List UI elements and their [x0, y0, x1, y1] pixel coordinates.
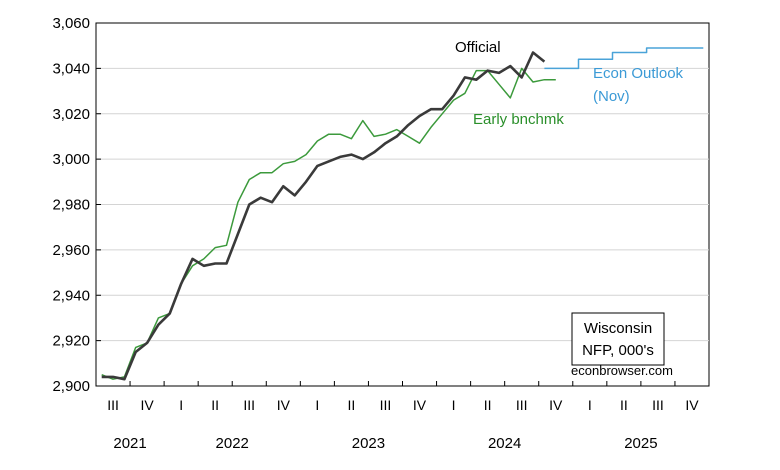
x-tick-label: III — [380, 397, 392, 413]
x-tick-label: III — [107, 397, 119, 413]
series-line-official — [101, 51, 546, 381]
y-tick-label: 2,900 — [52, 378, 90, 395]
y-tick-label: 2,960 — [52, 242, 90, 259]
y-tick-label: 3,020 — [52, 106, 90, 123]
y-tick-label: 3,000 — [52, 151, 90, 168]
y-tick-label: 3,060 — [52, 15, 90, 32]
y-axis-ticks: 2,900 2,920 2,940 2,960 2,980 3,000 3,020 3,040… — [52, 15, 101, 395]
series-line-econ-outlook-nov — [544, 47, 704, 70]
label-official: Official — [455, 39, 501, 56]
x-tick-label: IV — [140, 397, 154, 413]
y-tick-label: 2,920 — [52, 333, 90, 350]
x-tick-label: I — [588, 397, 592, 413]
legend-box: Wisconsin NFP, 000's — [571, 312, 665, 366]
x-tick-label: IV — [549, 397, 563, 413]
x-tick-label: III — [243, 397, 255, 413]
year-label: 2022 — [216, 435, 249, 452]
x-tick-label: IV — [685, 397, 699, 413]
year-label: 2025 — [624, 435, 657, 452]
year-label: 2023 — [352, 435, 385, 452]
y-tick-label: 2,980 — [52, 197, 90, 214]
y-tick-label: 3,040 — [52, 60, 90, 77]
series-lines — [101, 47, 704, 381]
x-tick-label: III — [516, 397, 528, 413]
x-tick-label: III — [652, 397, 664, 413]
x-tick-label: IV — [413, 397, 427, 413]
y-tick-label: 2,940 — [52, 287, 90, 304]
year-label: 2024 — [488, 435, 521, 452]
x-tick-label: II — [348, 397, 356, 413]
label-econ-outlook-line1: Econ Outlook — [593, 65, 684, 82]
x-tick-label: I — [452, 397, 456, 413]
legend-box-line1: Wisconsin — [584, 320, 652, 337]
x-tick-label: II — [484, 397, 492, 413]
legend-box-line2: NFP, 000's — [582, 342, 654, 359]
legend-box-frame — [571, 312, 665, 366]
x-axis-ticks: III IV I II III IV I II III IV I II III IV I II III IV202… — [95, 381, 699, 452]
x-tick-label: I — [315, 397, 319, 413]
label-early-bnchmk: Early bnchmk — [473, 111, 564, 128]
credit-text: econbrowser.com — [571, 363, 673, 378]
x-tick-label: II — [620, 397, 628, 413]
x-tick-label: IV — [277, 397, 291, 413]
x-tick-label: II — [211, 397, 219, 413]
x-tick-label: I — [179, 397, 183, 413]
year-label: 2021 — [113, 435, 146, 452]
label-econ-outlook-line2: (Nov) — [593, 88, 630, 105]
